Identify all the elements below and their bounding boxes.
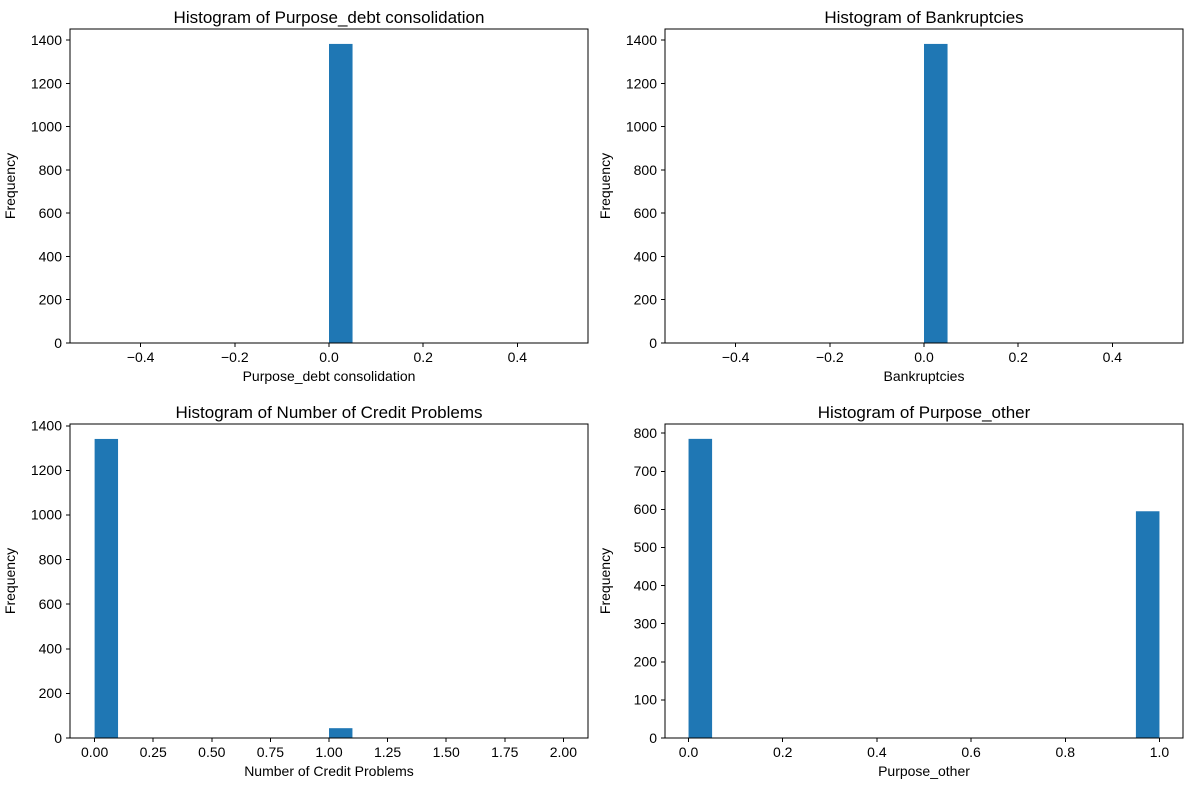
x-axis-label: Purpose_debt consolidation (243, 368, 416, 384)
x-tick-label: 0.0 (679, 744, 699, 760)
y-tick-label: 1200 (31, 75, 62, 91)
y-tick-label: 200 (39, 292, 63, 308)
x-tick-label: 0.8 (1056, 744, 1076, 760)
y-tick-label: 600 (634, 501, 658, 517)
histogram-bar (1135, 511, 1160, 738)
y-tick-label: 0 (54, 335, 62, 351)
subplot-histogram-purpose-other: 0.0 0.2 0.4 0.6 0.8 1.0 0 100 200 300 400 500 600 700… (595, 395, 1189, 790)
x-tick-label: 2.00 (550, 744, 577, 760)
x-tick-label: 0.4 (508, 349, 528, 365)
y-tick-label: 0 (649, 730, 657, 746)
y-tick-label: 400 (39, 248, 63, 264)
chart-title: Histogram of Purpose_other (818, 403, 1031, 422)
y-tick-label: 300 (634, 615, 658, 631)
x-tick-label: 0.2 (413, 349, 433, 365)
x-tick-label: 1.75 (491, 744, 518, 760)
x-tick-label: 0.4 (867, 744, 887, 760)
x-tick-label: −0.2 (816, 349, 844, 365)
histogram-bar (94, 438, 119, 738)
plot-border (69, 423, 589, 739)
y-tick-label: 500 (634, 539, 658, 555)
histogram-bar (329, 728, 353, 738)
x-tick-label: −0.2 (221, 349, 249, 365)
y-tick-label: 200 (39, 685, 63, 701)
y-axis-label: Frequency (2, 548, 18, 614)
x-tick-label: 1.00 (315, 744, 342, 760)
chart-title: Histogram of Number of Credit Problems (175, 403, 482, 422)
histogram-bar (329, 43, 353, 344)
subplot-histogram-number-of-credit-problems: 0.00 0.25 0.50 0.75 1.00 1.25 1.50 1.75 2.00 0 200… (0, 395, 594, 790)
chart-svg: 0.00 0.25 0.50 0.75 1.00 1.25 1.50 1.75 2.00 0 200… (2, 403, 589, 779)
y-axis-label: Frequency (597, 153, 613, 219)
y-tick-label: 600 (39, 596, 63, 612)
subplot-histogram-purpose-debt-consolidation: −0.4 −0.2 0.0 0.2 0.4 0 200 400 600 800 1000 1200 14… (0, 0, 594, 395)
chart-svg: 0.0 0.2 0.4 0.6 0.8 1.0 0 100 200 300 400 500 600 700… (597, 403, 1184, 779)
x-tick-label: 1.25 (374, 744, 401, 760)
y-tick-label: 0 (54, 730, 62, 746)
y-tick-label: 600 (634, 205, 658, 221)
x-tick-label: −0.4 (127, 349, 155, 365)
y-axis-label: Frequency (597, 548, 613, 614)
y-tick-label: 1000 (31, 119, 62, 135)
x-tick-label: 0.00 (81, 744, 108, 760)
histogram-bar (688, 438, 713, 738)
x-tick-label: 0.2 (773, 744, 793, 760)
y-axis-label: Frequency (2, 153, 18, 219)
histogram-bar (924, 43, 948, 344)
y-tick-label: 200 (634, 292, 658, 308)
x-tick-label: 0.50 (198, 744, 225, 760)
y-tick-label: 1400 (31, 32, 62, 48)
x-tick-label: 1.0 (1150, 744, 1170, 760)
y-tick-label: 400 (634, 577, 658, 593)
x-axis-label: Number of Credit Problems (244, 763, 414, 779)
x-tick-label: 1.50 (433, 744, 460, 760)
chart-title: Histogram of Bankruptcies (824, 8, 1023, 27)
chart-svg: −0.4 −0.2 0.0 0.2 0.4 0 200 400 600 800 1000 1200 14… (597, 8, 1184, 384)
y-tick-label: 800 (634, 425, 658, 441)
x-tick-label: 0.6 (961, 744, 981, 760)
y-tick-label: 1400 (31, 418, 62, 434)
x-tick-label: 0.0 (319, 349, 339, 365)
x-tick-label: 0.4 (1103, 349, 1123, 365)
y-tick-label: 1000 (626, 119, 657, 135)
chart-title: Histogram of Purpose_debt consolidation (174, 8, 485, 27)
chart-svg: −0.4 −0.2 0.0 0.2 0.4 0 200 400 600 800 1000 1200 14… (2, 8, 589, 384)
y-tick-label: 100 (634, 692, 658, 708)
x-tick-label: 0.2 (1008, 349, 1028, 365)
y-tick-label: 700 (634, 463, 658, 479)
y-tick-label: 1200 (31, 462, 62, 478)
y-tick-label: 600 (39, 205, 63, 221)
y-tick-label: 400 (634, 248, 658, 264)
y-tick-label: 200 (634, 654, 658, 670)
y-tick-label: 800 (39, 162, 63, 178)
plot-border (664, 423, 1184, 739)
y-tick-label: 800 (634, 162, 658, 178)
x-axis-label: Purpose_other (878, 763, 970, 779)
x-tick-label: −0.4 (722, 349, 750, 365)
y-tick-label: 0 (649, 335, 657, 351)
y-tick-label: 800 (39, 551, 63, 567)
subplot-histogram-bankruptcies: −0.4 −0.2 0.0 0.2 0.4 0 200 400 600 800 1000 1200 14… (595, 0, 1189, 395)
x-tick-label: 0.0 (914, 349, 934, 365)
x-tick-label: 0.25 (140, 744, 167, 760)
y-tick-label: 1200 (626, 75, 657, 91)
y-tick-label: 1400 (626, 32, 657, 48)
y-tick-label: 1000 (31, 507, 62, 523)
x-tick-label: 0.75 (257, 744, 284, 760)
x-axis-label: Bankruptcies (884, 368, 965, 384)
y-tick-label: 400 (39, 641, 63, 657)
